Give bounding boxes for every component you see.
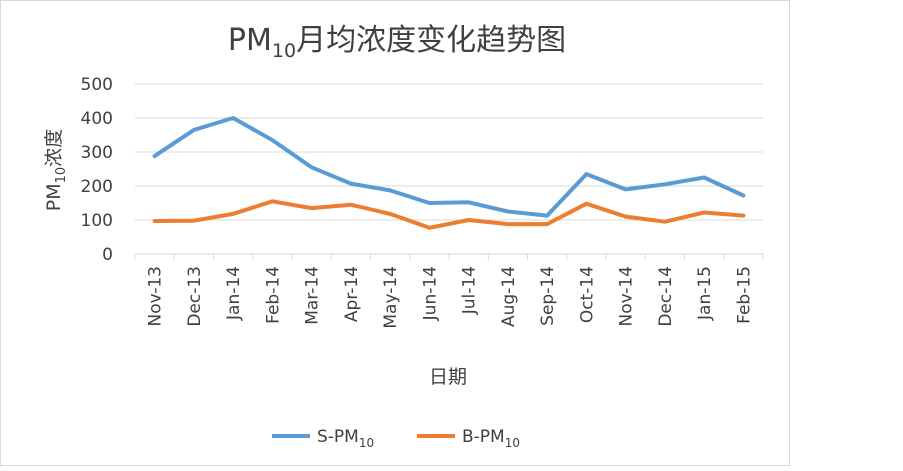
- x-tick-label: Sep-14: [538, 266, 558, 326]
- chart-frame: [0, 0, 790, 466]
- series-line-b-pm10: [152, 199, 746, 230]
- x-tick-label: Dec-14: [656, 266, 676, 327]
- y-axis-ticks: 0 100 200 300 400 500: [81, 75, 113, 265]
- y-tick-label: 200: [81, 177, 113, 197]
- y-axis-title-subscript: 10: [54, 167, 69, 184]
- legend-label-s-pm10: S-PM10: [317, 427, 374, 450]
- x-tick-label: Nov-13: [146, 266, 166, 327]
- y-tick-label: 100: [81, 211, 113, 231]
- x-tick-label: Jul-14: [460, 266, 480, 315]
- legend-label-b-pm10-subscript: 10: [505, 436, 520, 450]
- x-tick-label: Jan-14: [224, 266, 244, 321]
- x-tick-label: Feb-15: [734, 266, 754, 324]
- grid-lines: [135, 83, 763, 221]
- x-tick-label: Apr-14: [342, 266, 362, 322]
- x-tick-label: Dec-13: [185, 266, 205, 327]
- y-axis-title-suffix: 浓度: [43, 129, 65, 167]
- x-tick-label: Jun-14: [420, 266, 440, 321]
- x-tick-label: Nov-14: [617, 266, 637, 327]
- series-lines: [152, 116, 746, 230]
- legend-label-s-pm10-subscript: 10: [359, 436, 374, 450]
- title-subscript: 10: [272, 40, 296, 62]
- chart-title: PM10月均浓度变化趋势图: [228, 23, 566, 62]
- x-tick-label: Mar-14: [303, 266, 323, 325]
- legend: S-PM10 B-PM10: [272, 427, 520, 450]
- x-axis: Nov-13 Dec-13 Jan-14 Feb-14 Mar-14 Apr-14 May-…: [134, 253, 764, 329]
- series-line-s-pm10: [152, 116, 746, 218]
- y-tick-label: 0: [102, 245, 113, 265]
- legend-label-s-pm10-prefix: S-PM: [317, 427, 359, 447]
- legend-label-b-pm10-prefix: B-PM: [462, 427, 505, 447]
- x-tick-label: Feb-14: [263, 266, 283, 324]
- title-suffix: 月均浓度变化趋势图: [296, 23, 566, 58]
- x-tick-label: Oct-14: [577, 266, 597, 323]
- y-tick-label: 500: [81, 75, 113, 95]
- y-axis-title-prefix: PM: [43, 183, 65, 211]
- legend-label-b-pm10: B-PM10: [462, 427, 520, 450]
- x-axis-title: 日期: [429, 366, 467, 388]
- y-tick-label: 400: [81, 109, 113, 129]
- x-tick-label: Jan-15: [695, 266, 715, 321]
- title-prefix: PM: [228, 23, 272, 58]
- y-axis-title: PM10浓度: [43, 129, 69, 211]
- x-tick-label: Aug-14: [499, 266, 519, 327]
- x-tick-label: May-14: [381, 266, 401, 329]
- y-tick-label: 300: [81, 143, 113, 163]
